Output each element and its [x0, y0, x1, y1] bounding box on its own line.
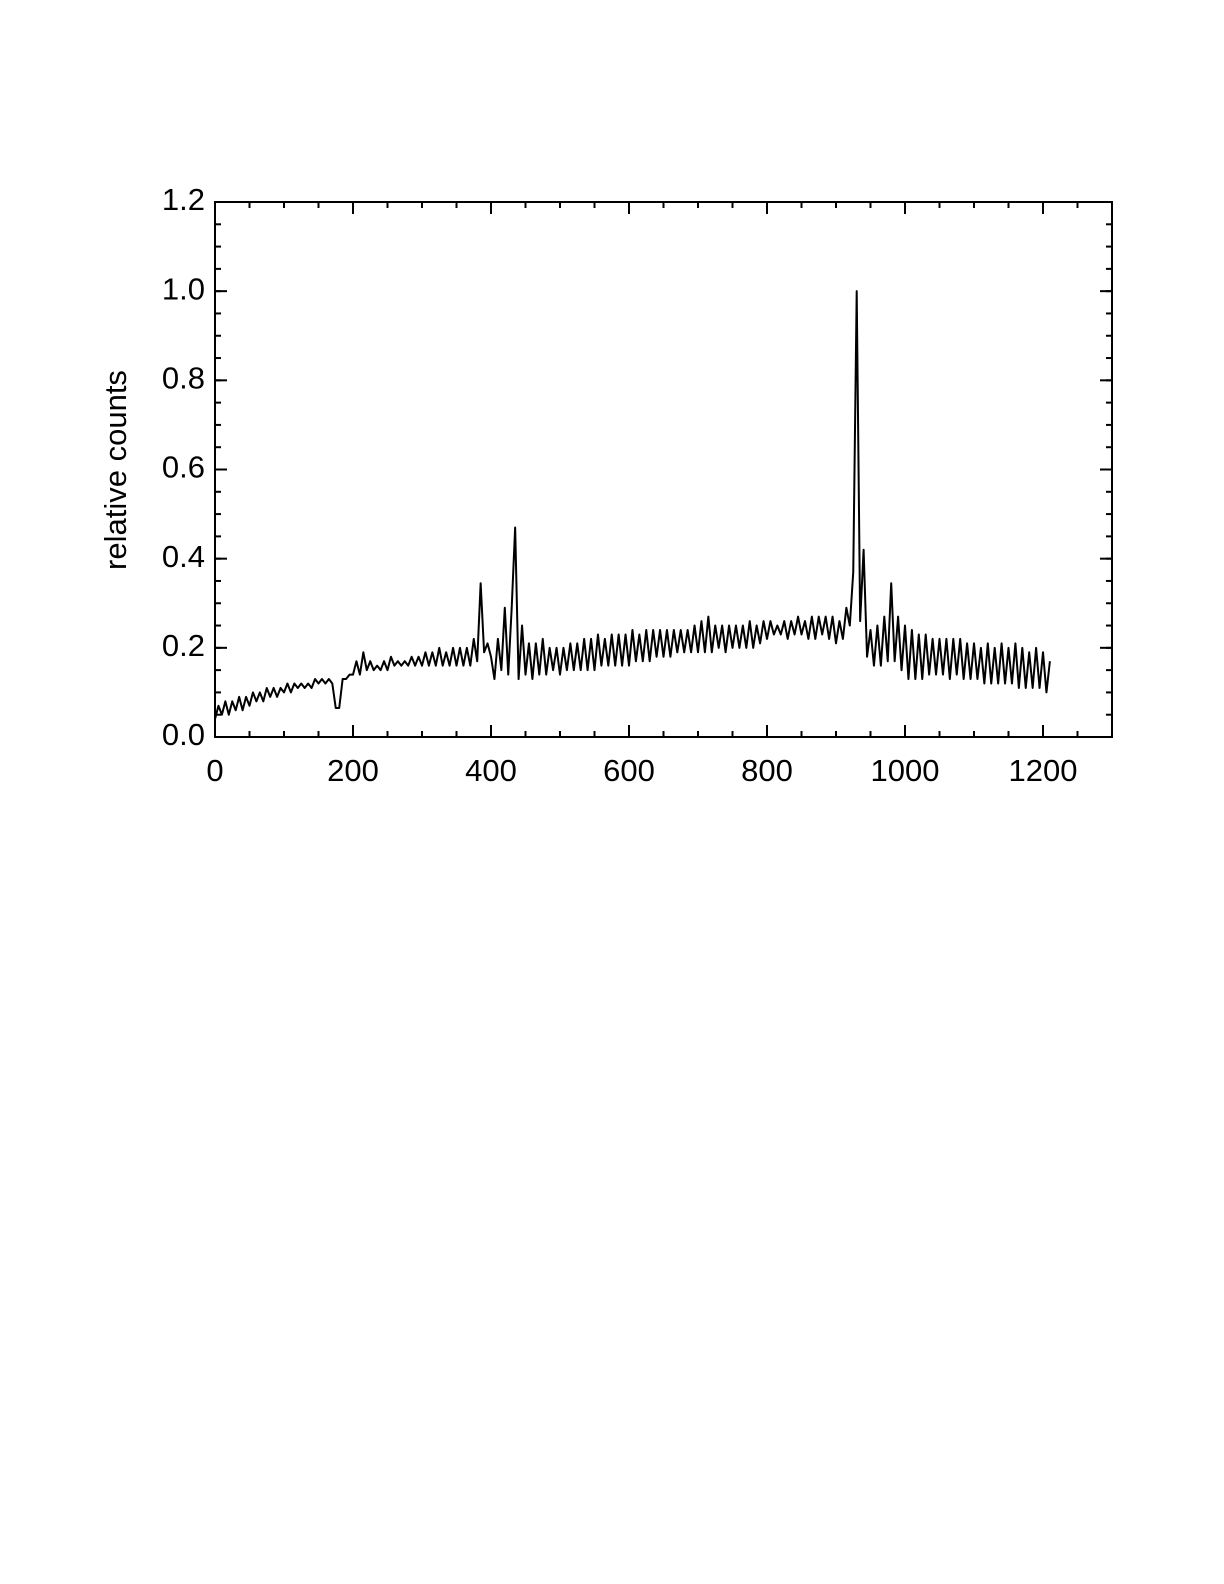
x-tick-label: 800 [741, 753, 793, 788]
x-tick-label: 1200 [1009, 753, 1078, 788]
y-axis-label: relative counts [98, 370, 133, 570]
y-tick-label: 1.2 [162, 182, 205, 217]
x-tick-label: 0 [206, 753, 223, 788]
data-line [214, 290, 1051, 720]
y-tick-label: 1.0 [162, 271, 205, 306]
x-tick-label: 1000 [871, 753, 940, 788]
x-tick-label: 600 [603, 753, 655, 788]
x-tick-label: 400 [465, 753, 517, 788]
y-tick-label: 0.2 [162, 628, 205, 663]
y-tick-label: 0.6 [162, 450, 205, 485]
y-tick-label: 0.8 [162, 361, 205, 396]
x-tick-label: 200 [327, 753, 379, 788]
y-tick-label: 0.4 [162, 539, 205, 574]
y-tick-label: 0.0 [162, 717, 205, 752]
